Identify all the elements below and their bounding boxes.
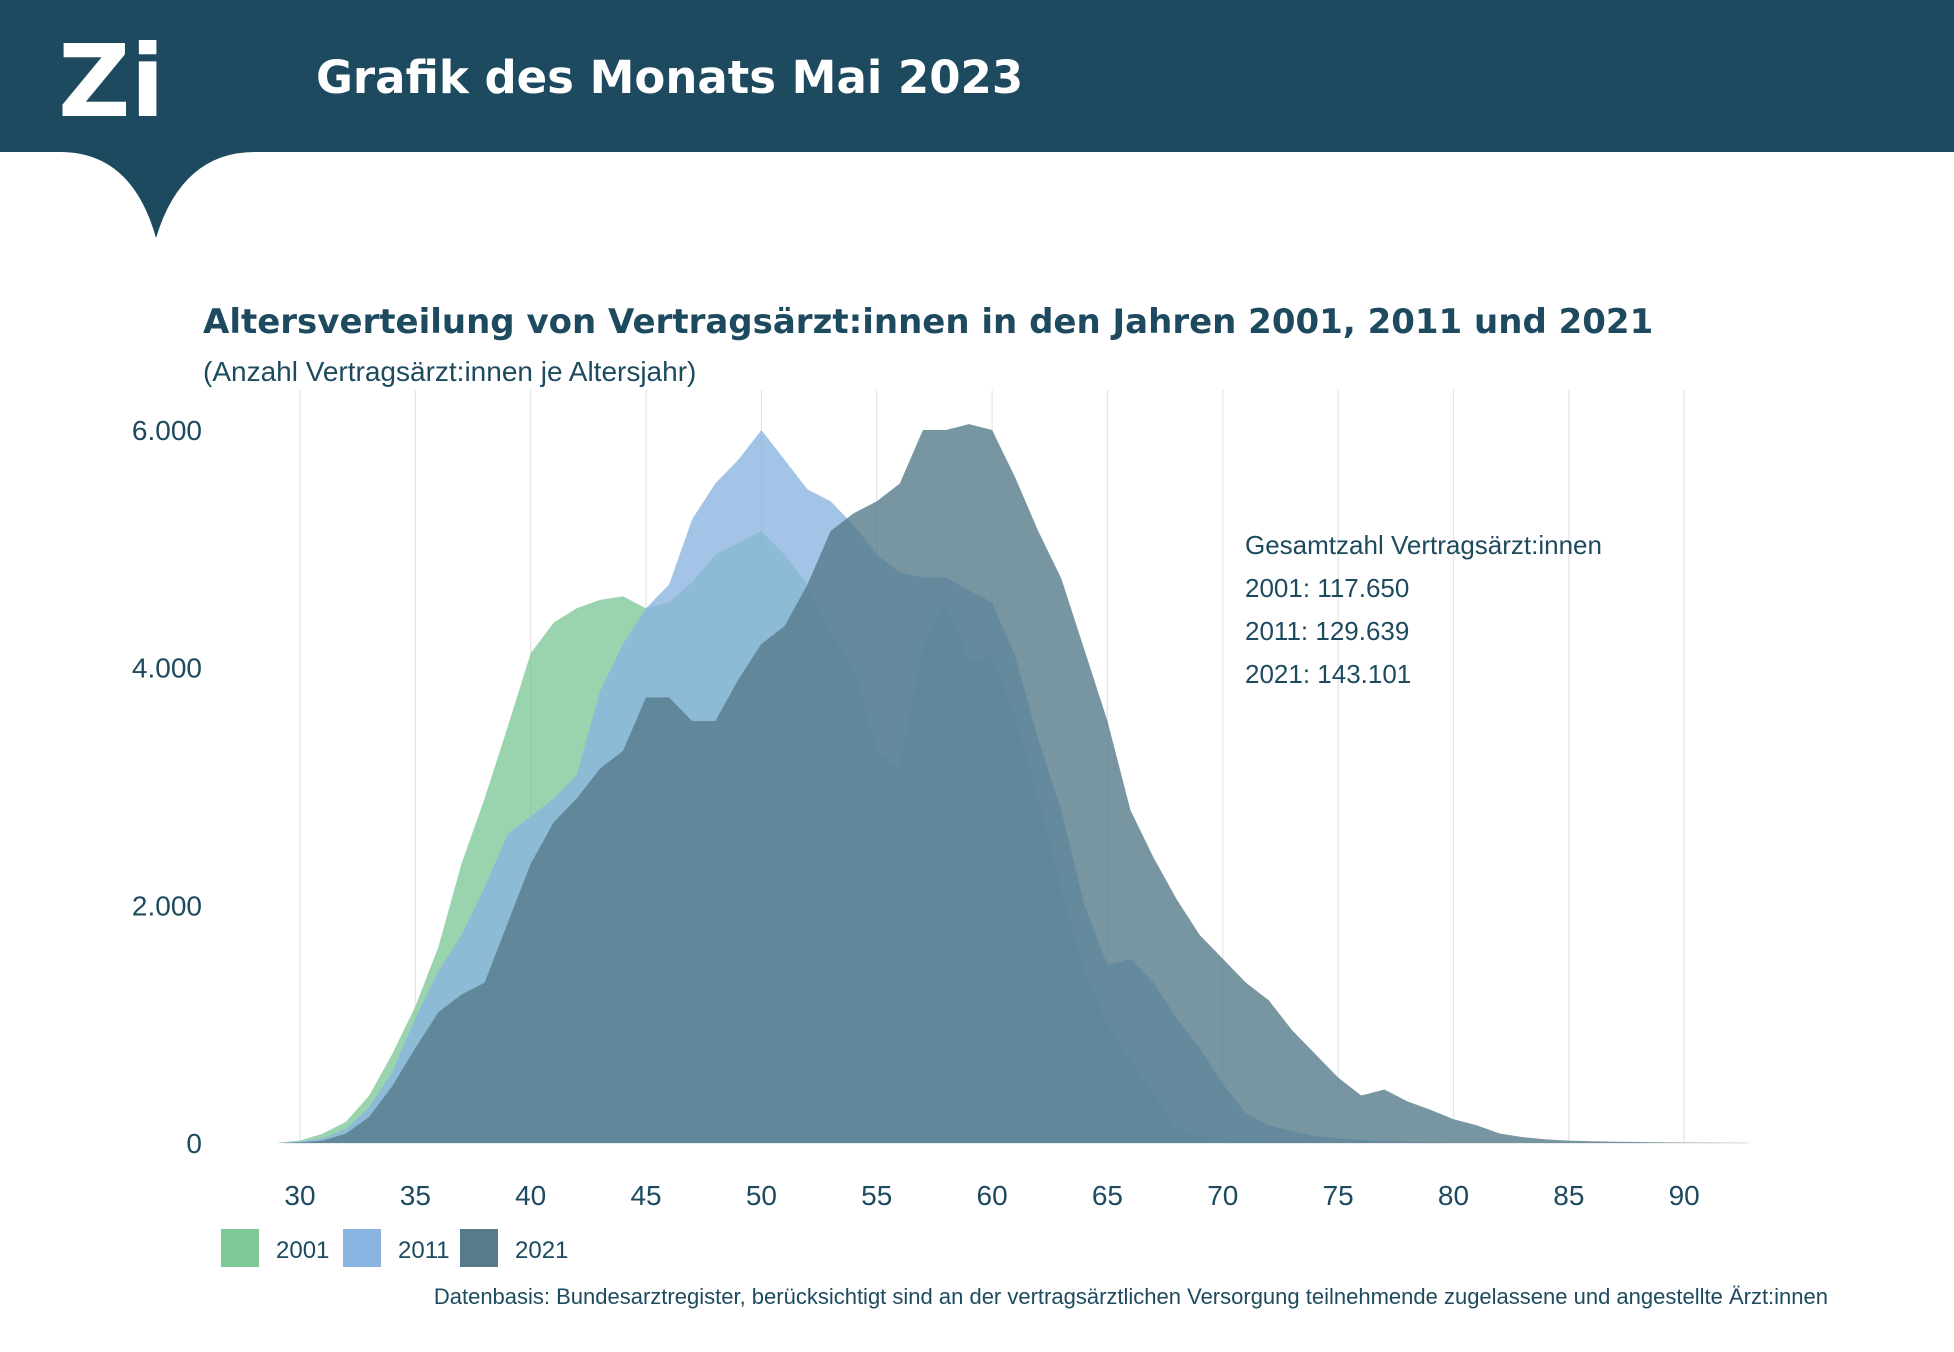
source-note: Datenbasis: Bundesarztregister, berücksi… xyxy=(434,1284,1828,1309)
x-tick-label-90: 90 xyxy=(1669,1180,1700,1211)
x-tick-label-75: 75 xyxy=(1323,1180,1354,1211)
header-background xyxy=(0,0,1954,152)
legend-swatch-2011 xyxy=(343,1229,381,1267)
x-tick-label-35: 35 xyxy=(400,1180,431,1211)
y-tick-label-6000: 6.000 xyxy=(132,415,202,446)
area-2021 xyxy=(276,424,1754,1144)
chart-subtitle: (Anzahl Vertragsärzt:innen je Altersjahr… xyxy=(203,356,696,387)
x-tick-label-80: 80 xyxy=(1438,1180,1469,1211)
legend: 2001 2011 2021 xyxy=(221,1229,568,1267)
header-band: Zi Grafik des Monats Mai 2023 xyxy=(0,0,1954,238)
area-series xyxy=(276,424,1754,1144)
y-tick-label-0: 0 xyxy=(186,1128,202,1159)
x-tick-label-50: 50 xyxy=(746,1180,777,1211)
header-title: Grafik des Monats Mai 2023 xyxy=(316,51,1023,104)
x-tick-label-70: 70 xyxy=(1207,1180,1238,1211)
annotation-line-2011: 2011: 129.639 xyxy=(1245,616,1409,646)
legend-swatch-2001 xyxy=(221,1229,259,1267)
annotation-line-2021: 2021: 143.101 xyxy=(1245,659,1411,689)
x-tick-label-40: 40 xyxy=(515,1180,546,1211)
legend-label-2011: 2011 xyxy=(398,1237,450,1264)
y-tick-label-2000: 2.000 xyxy=(132,890,202,921)
y-axis-ticks: 0 2.000 4.000 6.000 xyxy=(132,415,202,1159)
y-tick-label-4000: 4.000 xyxy=(132,653,202,684)
x-tick-label-30: 30 xyxy=(284,1180,315,1211)
total-annotation: Gesamtzahl Vertragsärzt:innen 2001: 117.… xyxy=(1245,530,1602,689)
x-axis-ticks: 30 35 40 45 50 55 60 65 70 75 80 85 90 xyxy=(284,1180,1699,1211)
legend-swatch-2021 xyxy=(460,1229,498,1267)
x-tick-label-65: 65 xyxy=(1092,1180,1123,1211)
chart-title: Altersverteilung von Vertragsärzt:innen … xyxy=(203,302,1653,342)
x-tick-label-60: 60 xyxy=(977,1180,1008,1211)
annotation-heading: Gesamtzahl Vertragsärzt:innen xyxy=(1245,530,1602,560)
legend-label-2021: 2021 xyxy=(515,1237,568,1264)
zi-logo: Zi xyxy=(58,23,165,140)
annotation-line-2001: 2001: 117.650 xyxy=(1245,573,1409,603)
x-tick-label-45: 45 xyxy=(630,1180,661,1211)
legend-label-2001: 2001 xyxy=(276,1237,329,1264)
x-tick-label-55: 55 xyxy=(861,1180,892,1211)
x-tick-label-85: 85 xyxy=(1553,1180,1584,1211)
header-notch xyxy=(0,152,255,238)
